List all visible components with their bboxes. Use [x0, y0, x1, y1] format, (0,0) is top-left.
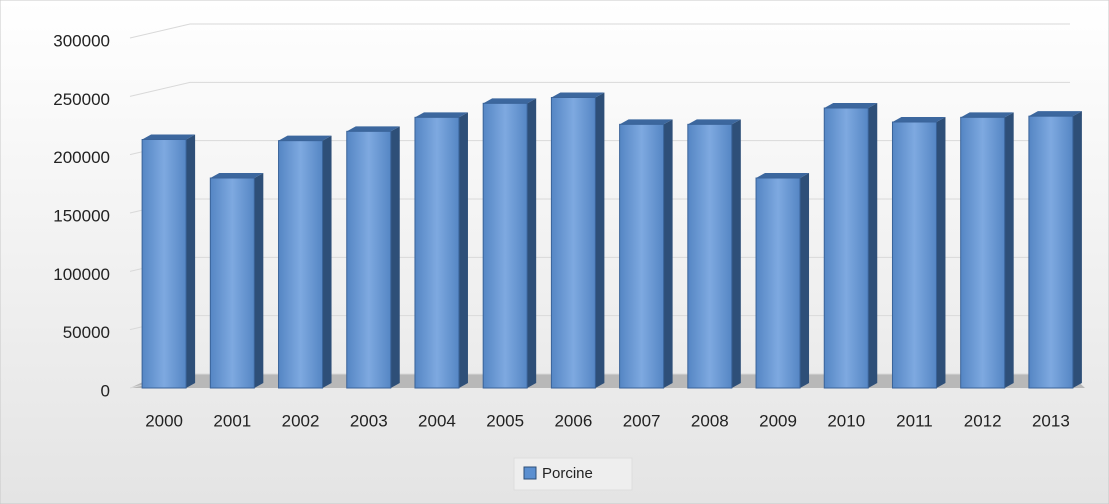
bar — [278, 140, 324, 389]
x-tick-label: 2012 — [964, 411, 1002, 430]
bar-side — [1004, 112, 1014, 388]
x-tick-label: 2008 — [691, 411, 729, 430]
x-tick-label: 2010 — [827, 411, 865, 430]
bar-side — [663, 119, 673, 388]
x-tick-label: 2005 — [486, 411, 524, 430]
bar — [346, 130, 392, 389]
bar-side — [868, 103, 878, 388]
x-tick-label: 2000 — [145, 411, 183, 430]
bar-top — [551, 92, 605, 98]
y-tick-label: 150000 — [53, 206, 110, 225]
bar — [141, 139, 187, 389]
x-tick-label: 2003 — [350, 411, 388, 430]
bar-top — [278, 135, 332, 141]
legend-swatch — [523, 466, 537, 480]
bar — [482, 102, 528, 389]
bar-side — [322, 135, 332, 388]
bar — [550, 97, 596, 389]
bar-top — [414, 112, 468, 118]
bar-top — [824, 103, 878, 108]
bar — [414, 116, 460, 389]
bar-side — [254, 173, 264, 388]
bar-top — [892, 117, 946, 122]
x-tick-label: 2009 — [759, 411, 797, 430]
bar-top — [619, 119, 673, 125]
bar-top — [687, 119, 741, 125]
bar-top — [210, 173, 264, 178]
x-tick-label: 2007 — [623, 411, 661, 430]
bar — [687, 123, 733, 389]
x-tick-label: 2001 — [213, 411, 251, 430]
x-tick-label: 2006 — [554, 411, 592, 430]
bar — [891, 121, 937, 389]
bar-top — [960, 112, 1014, 118]
bar — [755, 177, 801, 389]
legend-label: Porcine — [542, 465, 593, 482]
bar-side — [390, 126, 400, 388]
bar — [960, 116, 1006, 389]
bar-side — [800, 173, 810, 388]
bar-side — [527, 98, 537, 388]
bar — [1028, 115, 1074, 389]
grid-line — [129, 81, 1070, 97]
legend: Porcine — [513, 457, 633, 491]
bar — [619, 123, 665, 389]
y-tick-label: 50000 — [63, 323, 110, 342]
y-tick-label: 0 — [101, 381, 110, 400]
bar-top — [142, 134, 196, 140]
bar-top — [1028, 111, 1082, 117]
bar-side — [731, 119, 741, 388]
bar-top — [756, 173, 810, 178]
y-tick-label: 300000 — [53, 31, 110, 50]
bar-side — [186, 134, 196, 388]
bar — [823, 107, 869, 389]
bar-side — [936, 117, 946, 388]
y-tick-label: 200000 — [53, 148, 110, 167]
y-tick-label: 250000 — [53, 90, 110, 109]
bar-side — [595, 92, 605, 388]
bar-top — [483, 98, 537, 104]
bar-side — [1072, 111, 1082, 389]
bar-side — [458, 112, 468, 388]
y-tick-label: 100000 — [53, 265, 110, 284]
bar-top — [346, 126, 400, 132]
x-tick-label: 2013 — [1032, 411, 1070, 430]
grid-line — [129, 23, 1070, 39]
x-tick-label: 2002 — [282, 411, 320, 430]
bar — [209, 177, 255, 389]
x-tick-label: 2011 — [896, 411, 933, 430]
x-tick-label: 2004 — [418, 411, 456, 430]
